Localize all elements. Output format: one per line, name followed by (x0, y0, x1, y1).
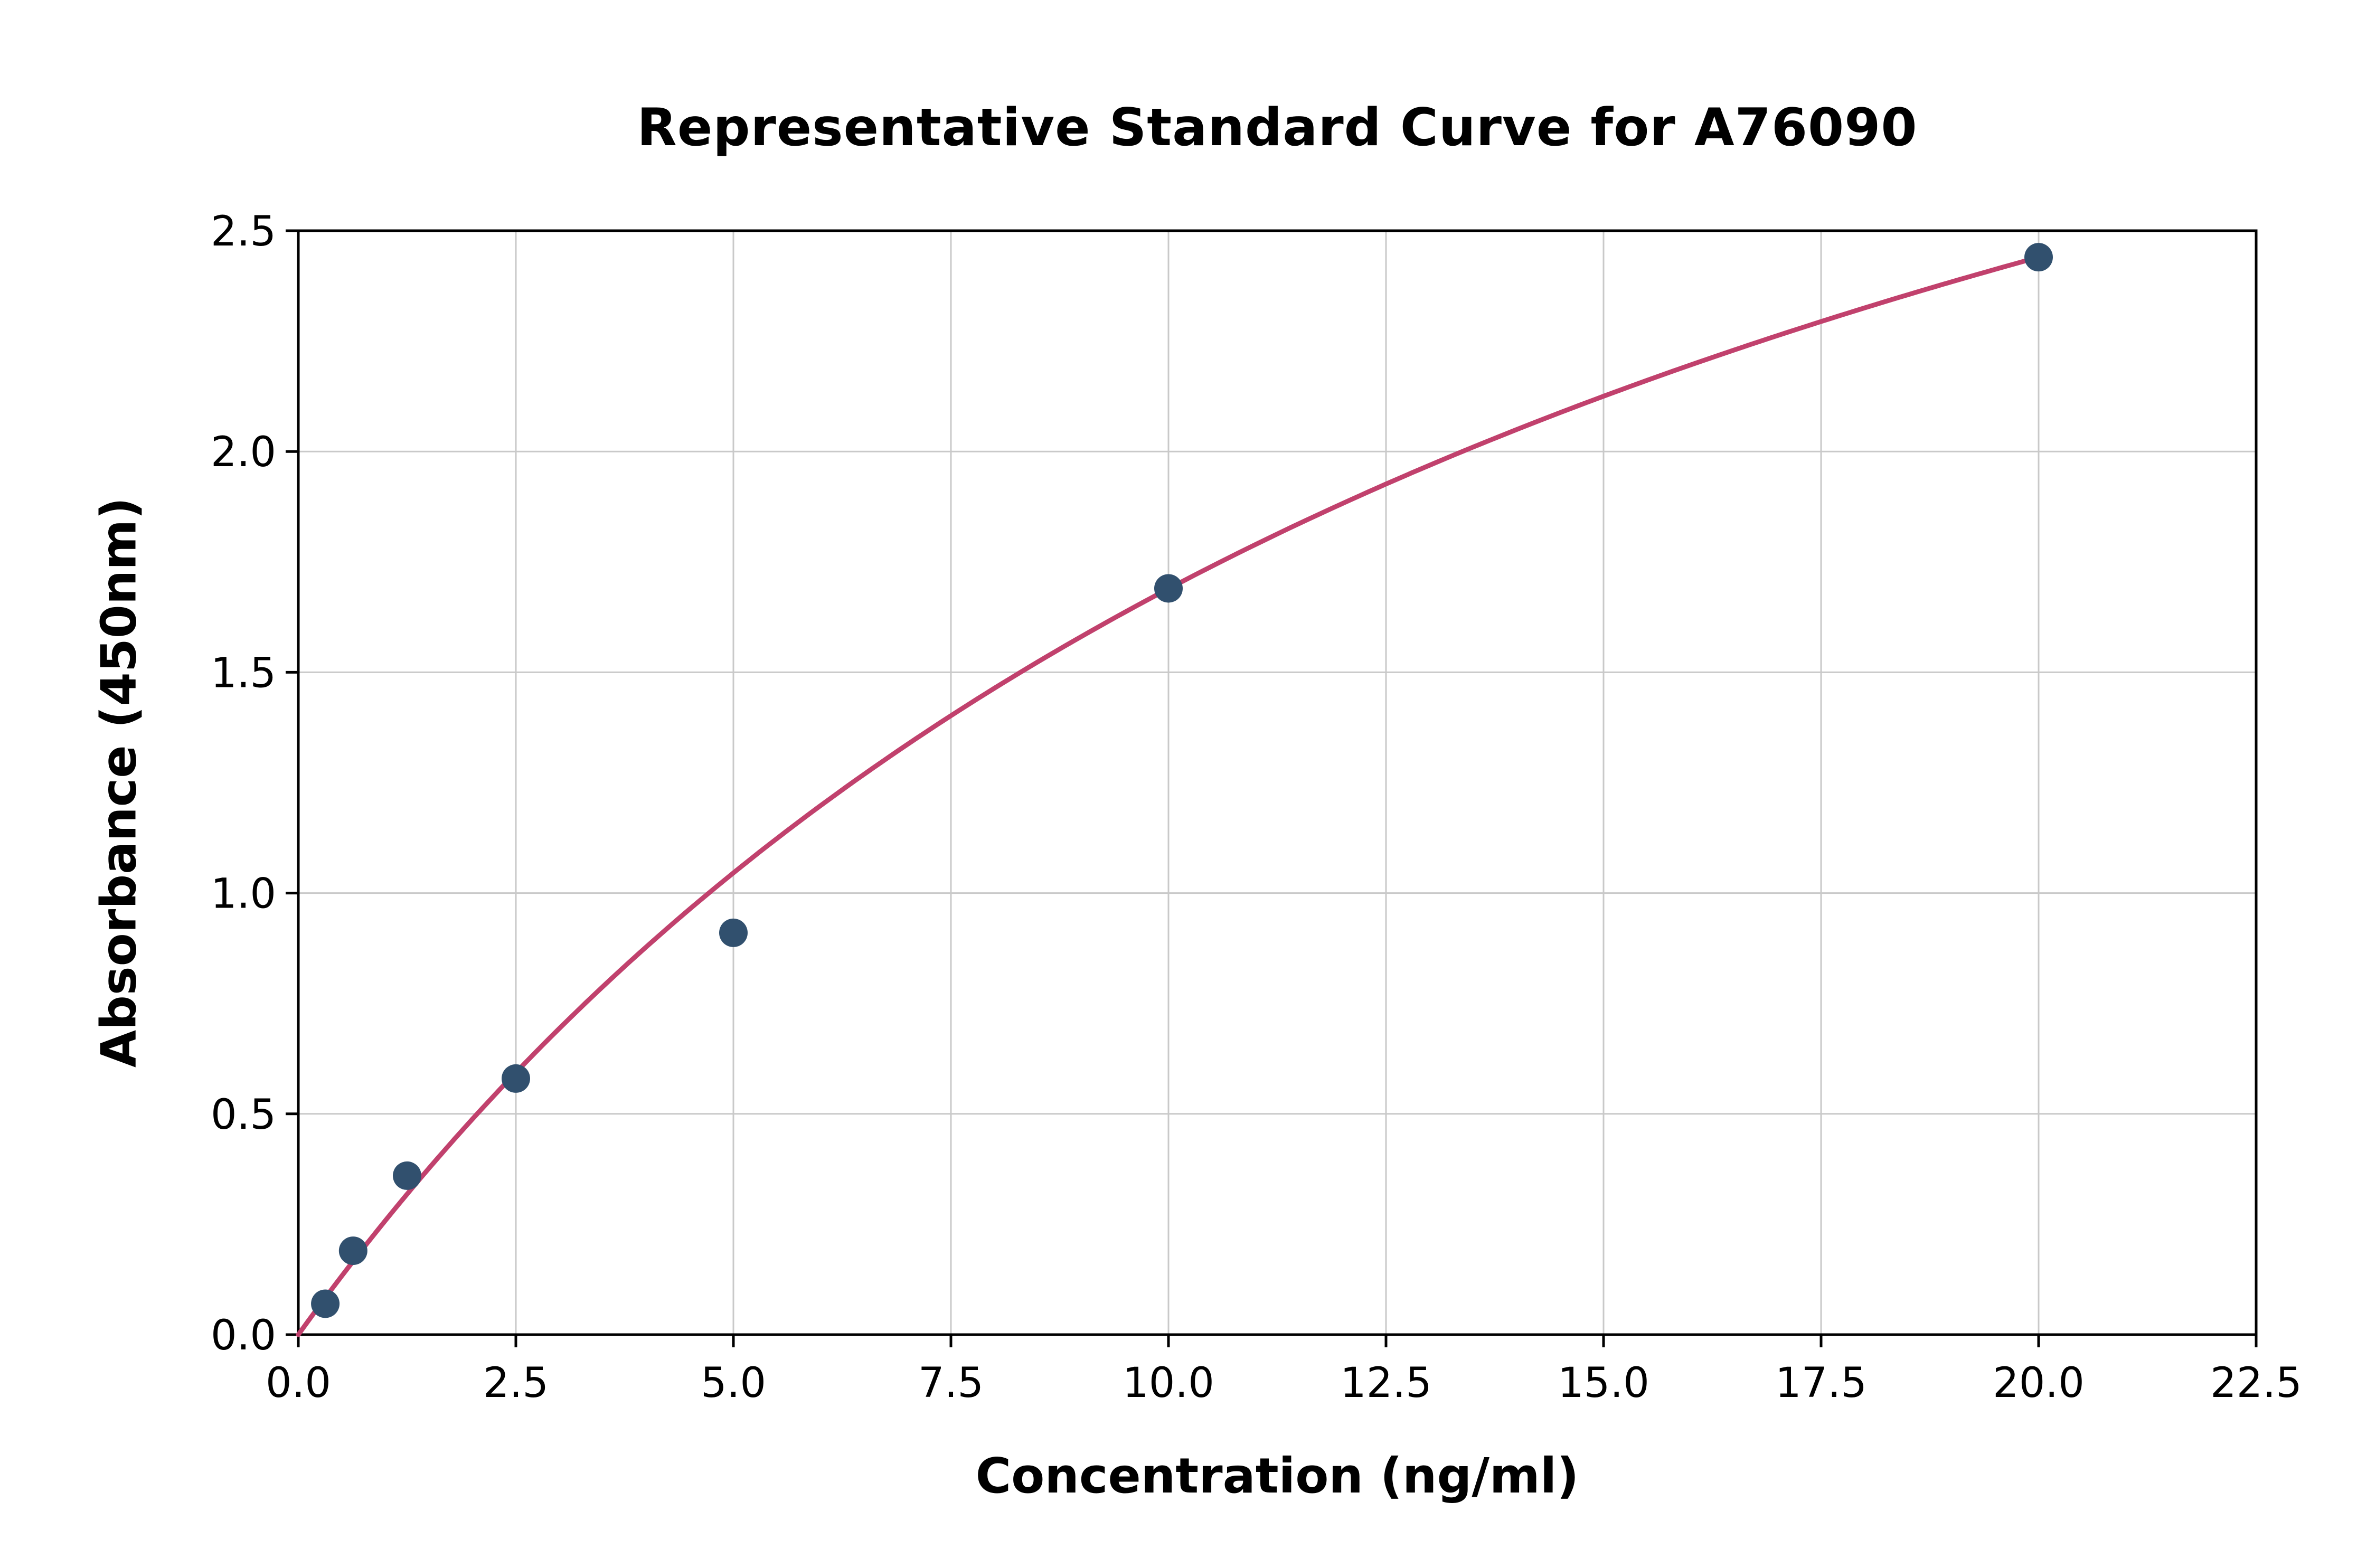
data-point (2024, 243, 2053, 272)
y-tick-label: 1.5 (211, 649, 276, 697)
y-tick-label: 2.0 (211, 429, 276, 476)
x-tick-label: 22.5 (2210, 1359, 2302, 1407)
x-tick-label: 5.0 (701, 1359, 766, 1407)
x-tick-label: 0.0 (266, 1359, 331, 1407)
x-axis-label: Concentration (ng/ml) (975, 1448, 1579, 1504)
y-axis-label: Absorbance (450nm) (90, 497, 147, 1068)
plot-border (297, 229, 2258, 1336)
gridlines (297, 230, 2257, 1336)
y-tick-label: 0.5 (211, 1091, 276, 1139)
data-point (502, 1064, 530, 1093)
y-tick-label: 0.0 (211, 1312, 276, 1359)
data-point (393, 1161, 421, 1190)
data-point (1154, 574, 1183, 603)
x-tick-label: 15.0 (1558, 1359, 1649, 1407)
data-point (719, 918, 748, 947)
x-tick-label: 12.5 (1340, 1359, 1432, 1407)
y-tick-label: 1.0 (211, 871, 276, 918)
data-point (311, 1289, 340, 1318)
data-points (311, 243, 2053, 1318)
y-tick-label: 2.5 (211, 208, 276, 256)
x-tick-label: 17.5 (1775, 1359, 1867, 1407)
chart-title: Representative Standard Curve for A76090 (637, 98, 1918, 158)
tick-marks (286, 229, 2258, 1347)
x-tick-label: 2.5 (483, 1359, 549, 1407)
x-tick-label: 7.5 (918, 1359, 984, 1407)
x-tick-label: 10.0 (1123, 1359, 1214, 1407)
x-tick-label: 20.0 (1993, 1359, 2085, 1407)
data-point (338, 1236, 367, 1265)
tick-labels: 0.0 2.5 5.0 7.5 10.0 12.5 15.0 17.5 20.0 22.5 0.0 0… (211, 208, 2302, 1407)
